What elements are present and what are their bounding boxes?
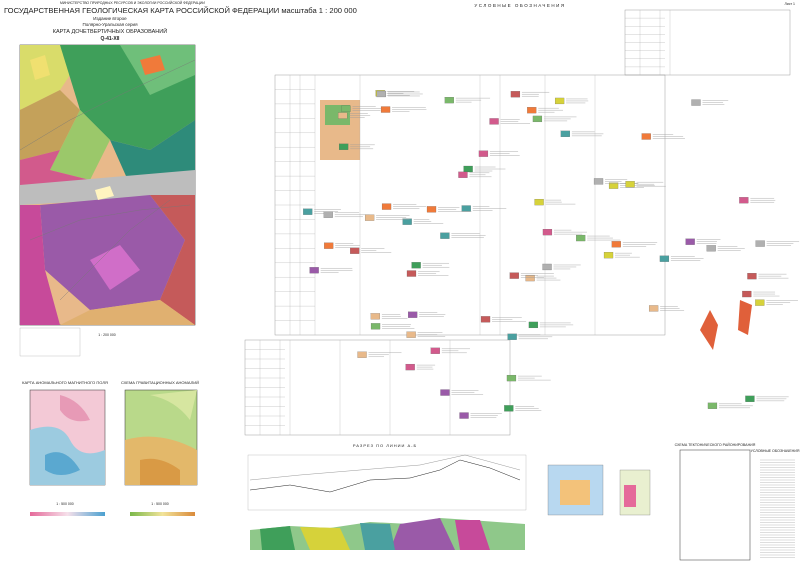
- title: ГОСУДАРСТВЕННАЯ ГЕОЛОГИЧЕСКАЯ КАРТА РОСС…: [4, 6, 357, 15]
- legend-swatch: [603, 252, 614, 259]
- legend-swatch: [381, 203, 392, 210]
- legend-swatch: [527, 107, 537, 114]
- legend-swatch: [405, 363, 415, 371]
- legend-swatch: [528, 321, 539, 329]
- legend-swatch: [707, 402, 718, 409]
- legend-swatch: [309, 267, 319, 274]
- legend-swatch: [364, 214, 375, 221]
- legend-swatch: [339, 143, 349, 150]
- legend-swatch: [691, 99, 701, 106]
- legend-swatch: [461, 205, 471, 212]
- legend-swatch: [463, 165, 473, 173]
- legend-swatch: [504, 405, 514, 412]
- inset-title: СХЕМА ГРАВИТАЦИОННЫХ АНОМАЛИЙ: [121, 380, 199, 385]
- color-scale: [30, 512, 105, 516]
- edition: Издание второе: [93, 16, 127, 21]
- inset-scale: 1 : 500 000: [56, 502, 74, 506]
- legend-swatch: [542, 263, 552, 271]
- legend-swatch: [685, 238, 695, 245]
- legend-swatch: [341, 105, 351, 112]
- legend-swatch: [430, 347, 440, 354]
- legend-swatch: [357, 351, 367, 358]
- map-title: КАРТА ДОЧЕТВЕРТИЧНЫХ ОБРАЗОВАНИЙ: [53, 27, 167, 35]
- legend-swatch: [641, 133, 651, 140]
- legend-swatch: [648, 305, 659, 312]
- legend-swatch: [370, 323, 381, 330]
- legend-swatch: [338, 112, 348, 119]
- map-scale: 1 : 200 000: [98, 333, 116, 337]
- legend-swatch: [576, 234, 586, 242]
- legend-swatch: [444, 97, 454, 104]
- legend-swatch: [376, 90, 386, 98]
- legend-swatch: [747, 273, 757, 280]
- map-note: [19, 327, 81, 357]
- legend-swatch: [509, 272, 519, 279]
- legend-swatch: [611, 241, 621, 248]
- legend-swatch: [755, 299, 765, 306]
- legend-swatch: [408, 311, 418, 318]
- legend-swatch: [525, 274, 535, 282]
- legend-swatch: [402, 218, 412, 225]
- legend-swatch: [534, 198, 544, 206]
- legend-swatch: [303, 208, 313, 215]
- legend-swatch: [542, 229, 553, 236]
- sheet-code: Q-41-XII: [101, 36, 121, 42]
- legend-swatch: [458, 171, 468, 178]
- legend-swatch: [406, 331, 416, 338]
- page-number: Лист 1: [784, 2, 795, 6]
- legend-swatch: [350, 247, 360, 254]
- legend-swatch: [739, 197, 749, 204]
- detail-sketch: [700, 300, 752, 350]
- legend-swatch: [532, 115, 543, 123]
- legend-swatch: [745, 395, 755, 402]
- legend-swatch: [478, 150, 489, 157]
- legend-title: УСЛОВНЫЕ ОБОЗНАЧЕНИЯ: [751, 449, 800, 453]
- schemes: [547, 449, 751, 561]
- legend-swatch: [324, 242, 334, 249]
- legend-swatch: [742, 290, 752, 298]
- legend-swatch: [440, 389, 450, 396]
- legend-swatch: [507, 333, 517, 340]
- series: Полярно-Уральская серия: [82, 22, 138, 27]
- legend-swatch: [406, 270, 417, 277]
- legend-swatch: [411, 262, 421, 269]
- legend-swatch: [506, 374, 517, 382]
- legend-swatch: [480, 316, 491, 323]
- legend-swatch: [323, 211, 333, 218]
- legend-swatch: [554, 97, 565, 105]
- legend-swatch: [560, 130, 570, 137]
- legend-swatch: [426, 206, 437, 213]
- legend-swatch: [380, 106, 391, 113]
- magnetic-map: [29, 389, 106, 486]
- legend-swatch: [625, 181, 635, 188]
- geological-map: [19, 44, 196, 326]
- inset-title: КАРТА АНОМАЛЬНОГО МАГНИТНОГО ПОЛЯ: [22, 380, 108, 385]
- legend-swatch: [440, 232, 450, 239]
- legend-swatch: [510, 91, 521, 98]
- stratigraphic-table: [244, 9, 800, 558]
- legend-swatch: [755, 240, 765, 247]
- legend-swatch: [459, 412, 469, 419]
- section-title: РАЗРЕЗ ПО ЛИНИИ А-Б: [353, 443, 417, 448]
- legend-swatch: [489, 118, 499, 125]
- legend-swatch: [659, 255, 670, 262]
- cross-section: [247, 454, 527, 550]
- legend-swatch: [608, 182, 619, 189]
- legend-swatch: [706, 245, 716, 252]
- gravity-map: [124, 389, 198, 486]
- legend-heading: УСЛОВНЫЕ ОБОЗНАЧЕНИЯ: [474, 3, 565, 8]
- tectonic-title: СХЕМА ТЕКТОНИЧЕСКОГО РАЙОНИРОВАНИЯ: [675, 443, 756, 447]
- color-scale: [130, 512, 195, 516]
- inset-scale: 1 : 500 000: [151, 502, 169, 506]
- legend-swatch: [370, 313, 380, 320]
- legend-swatch: [593, 178, 604, 185]
- publisher: МИНИСТЕРСТВО ПРИРОДНЫХ РЕСУРСОВ И ЭКОЛОГ…: [60, 1, 205, 5]
